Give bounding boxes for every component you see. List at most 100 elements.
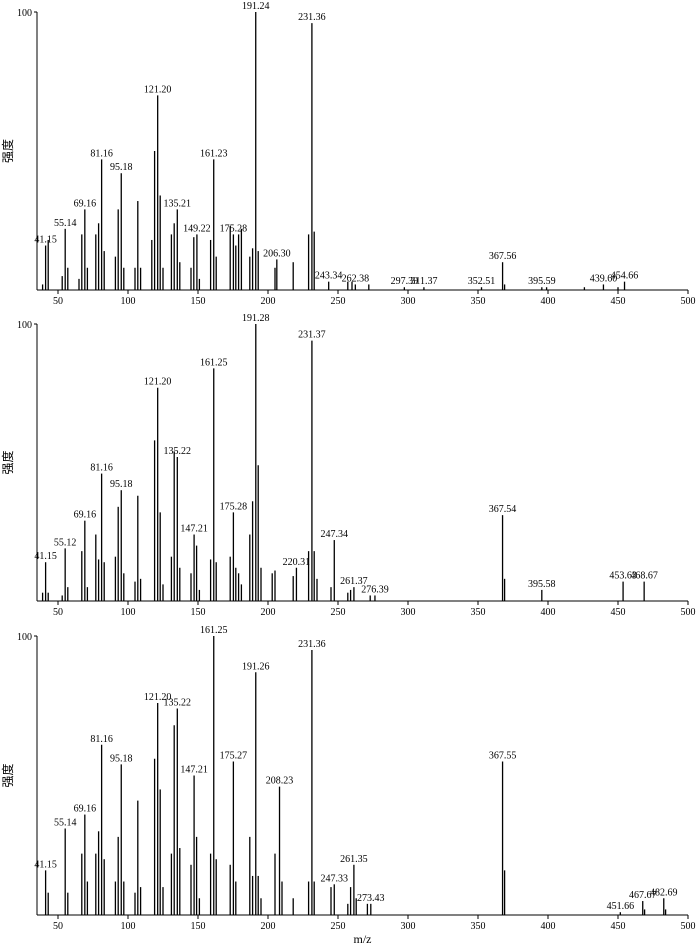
x-tick-label: 200 [261,296,276,307]
peak-label: 41.15 [34,235,57,246]
peak-label: 311.37 [410,276,437,287]
x-tick-label: 400 [541,921,556,932]
spectrum-panel-3: 100 强度 50 100 150 200 250 300 350 400 450 500 m/z 41.… [0,625,696,945]
peak-label: 367.55 [489,751,517,762]
peak-label: 191.28 [242,313,270,324]
x-tick-label: 150 [191,607,206,618]
peak-label: 367.56 [489,251,517,262]
peak-label: 135.22 [164,446,192,457]
peak-label: 243.34 [315,271,343,282]
peak-label: 220.31 [283,557,311,568]
x-tick-label: 500 [681,921,696,932]
peak-label: 95.18 [110,753,133,764]
spectrum-panel-1: 100 强度 50 100 150 200 250 300 350 400 450 500 41.15 5… [0,1,696,307]
peak-label: 208.23 [266,776,294,787]
peak-label: 367.54 [489,504,517,515]
x-tick-label: 300 [401,607,416,618]
peak-label: 95.18 [110,162,133,173]
x-tick-label: 100 [121,296,136,307]
peak-label: 81.16 [90,463,113,474]
x-tick-label: 250 [331,607,346,618]
x-tick-label: 400 [541,296,556,307]
peak-label: 191.26 [242,661,270,672]
peak-label: 261.35 [340,854,368,865]
x-tick-label: 250 [331,296,346,307]
x-tick-label: 450 [611,296,626,307]
y-tick-label: 100 [17,632,32,643]
peak-label: 69.16 [74,510,97,521]
peak-label: 206.30 [263,248,291,259]
x-tick-label: 150 [191,921,206,932]
peak-label: 147.21 [180,765,208,776]
peak-label: 262.38 [342,273,370,284]
peak-label: 41.15 [34,859,57,870]
x-tick-label: 350 [471,296,486,307]
peak-label: 276.39 [361,584,389,595]
x-tick-label: 200 [261,921,276,932]
x-tick-label: 450 [611,921,626,932]
peak-label: 147.21 [180,524,208,535]
y-axis-label: 强度 [0,763,15,787]
x-tick-label: 350 [471,607,486,618]
peak-label: 261.37 [340,576,368,587]
peak-label: 273.43 [357,893,385,904]
peak-label: 121.20 [144,377,172,388]
peak-label: 467.67 [629,890,657,901]
peak-label: 231.37 [298,330,326,341]
x-tick-label: 250 [331,921,346,932]
x-tick-label: 50 [53,607,63,618]
peak-label: 149.22 [183,223,211,234]
peak-label: 121.20 [144,84,172,95]
peak-label: 95.18 [110,479,133,490]
peak-label: 41.15 [34,551,57,562]
x-tick-label: 100 [121,921,136,932]
peak-label: 175.27 [220,751,248,762]
peak-label: 468.67 [630,571,658,582]
peak-label: 454.66 [611,271,639,282]
x-tick-label: 500 [681,296,696,307]
x-tick-label: 50 [53,296,63,307]
y-axis-label: 强度 [0,139,15,163]
peak-label: 175.28 [220,223,248,234]
peak-label: 231.36 [298,639,326,650]
peak-label: 191.24 [242,1,270,12]
x-axis-label: m/z [354,932,372,945]
peak-label: 69.16 [74,804,97,815]
x-tick-label: 150 [191,296,206,307]
x-tick-label: 200 [261,607,276,618]
peak-label: 247.34 [321,529,349,540]
peak-label: 231.36 [298,12,326,23]
peak-label: 81.16 [90,734,113,745]
peak-label: 247.33 [321,873,349,884]
x-tick-label: 450 [611,607,626,618]
peak-label: 453.63 [609,571,637,582]
x-tick-label: 350 [471,921,486,932]
peak-label: 352.51 [468,276,496,287]
peak-label: 451.66 [607,901,635,912]
peak-label: 55.14 [54,218,77,229]
peak-label: 135.21 [164,198,192,209]
y-tick-label: 100 [17,320,32,331]
peak-label: 175.28 [220,501,248,512]
peak-label: 55.12 [54,537,77,548]
peak-label: 297.39 [391,276,419,287]
x-tick-label: 300 [401,921,416,932]
y-tick-label: 100 [17,8,32,19]
x-tick-label: 500 [681,607,696,618]
peak-label: 395.59 [528,276,556,287]
peak-label: 81.16 [90,148,113,159]
peak-label: 161.25 [200,625,228,636]
peak-label: 161.25 [200,357,228,368]
peak-label: 161.23 [200,148,228,159]
peak-label: 69.16 [74,198,97,209]
peak-label: 395.58 [528,579,556,590]
peak-label: 55.14 [54,818,77,829]
x-tick-label: 400 [541,607,556,618]
peak-label: 135.22 [164,698,192,709]
x-tick-label: 100 [121,607,136,618]
y-axis-label: 强度 [0,450,15,474]
x-tick-label: 50 [53,921,63,932]
peak-label: 482.69 [650,887,678,898]
x-tick-label: 300 [401,296,416,307]
